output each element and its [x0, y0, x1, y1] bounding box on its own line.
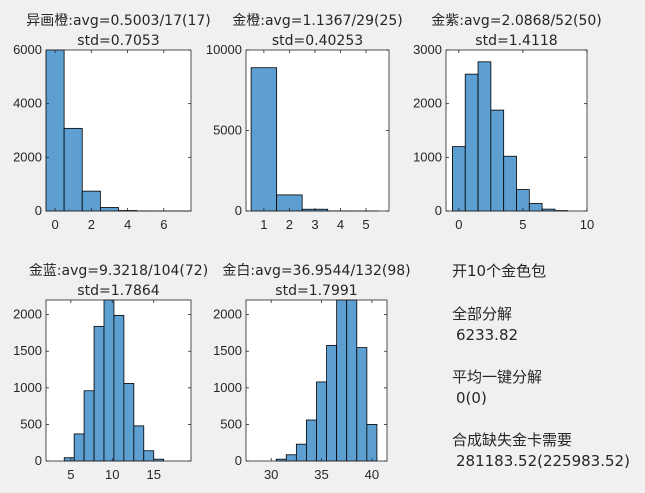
- histogram-bar: [366, 424, 378, 462]
- x-tick-label: 4: [337, 217, 344, 232]
- histogram-bar: [83, 390, 95, 462]
- histogram-bar: [103, 299, 115, 462]
- chart-title: 金白:avg=36.9544/132(98): [222, 263, 410, 279]
- chart-title: 异画橙:avg=0.5003/17(17): [26, 13, 210, 29]
- chart-subtitle: std=1.7864: [77, 283, 159, 299]
- histogram-bar: [503, 155, 517, 212]
- y-tick-label: 6000: [13, 42, 42, 57]
- y-tick-label: 10000: [206, 42, 242, 57]
- y-tick-label: 0: [35, 203, 42, 218]
- chart-subtitle: std=1.7991: [275, 283, 357, 299]
- histogram-bar: [113, 314, 125, 462]
- x-tick-label: 2: [88, 217, 95, 232]
- y-tick-label: 1000: [213, 380, 242, 395]
- histogram-bar: [123, 383, 135, 462]
- x-tick-label: 35: [314, 467, 328, 482]
- y-tick-label: 2000: [413, 96, 442, 111]
- missing-gold-card-value: 281183.52(225983.52): [456, 452, 630, 470]
- avg-oneclick-decompose-label: 平均一键分解: [452, 368, 543, 386]
- avg-oneclick-decompose-value: 0(0): [456, 389, 487, 407]
- histogram-bar: [63, 127, 83, 212]
- y-tick-label: 500: [20, 416, 42, 431]
- histogram-bar: [326, 344, 338, 462]
- axes-frame: [45, 49, 192, 212]
- x-tick-label: 3: [311, 217, 318, 232]
- chart-title: 金紫:avg=2.0868/52(50): [431, 13, 601, 29]
- y-tick-label: 1500: [213, 343, 242, 358]
- histogram-bar: [346, 299, 358, 462]
- x-tick-label: 0: [51, 217, 58, 232]
- y-tick-label: 0: [35, 453, 42, 468]
- pack-count-label: 开10个金色包: [452, 262, 547, 280]
- histogram-bar: [306, 419, 317, 462]
- histogram-bar: [133, 425, 145, 462]
- x-tick-label: 2: [286, 217, 293, 232]
- x-tick-label: 10: [105, 467, 119, 482]
- histogram-bar: [93, 325, 105, 462]
- histogram-bar: [143, 450, 155, 462]
- histogram-bar: [477, 61, 492, 212]
- histogram-bar: [356, 347, 368, 462]
- total-decompose-label: 全部分解: [452, 305, 513, 323]
- x-tick-label: 5: [519, 217, 526, 232]
- histogram-bar: [285, 454, 297, 462]
- x-tick-label: 10: [580, 217, 594, 232]
- histogram-bar: [336, 299, 348, 462]
- histogram-bar: [63, 457, 75, 462]
- y-tick-label: 1000: [13, 380, 42, 395]
- x-tick-label: 30: [264, 467, 278, 482]
- histogram-bar: [464, 73, 479, 212]
- histogram-bar: [516, 189, 530, 212]
- histogram-panel-3: 0 5 10 0 1000 2000 3000 金紫:avg=2.0868/52(50) std…: [413, 13, 602, 232]
- x-tick-label: 1: [260, 217, 267, 232]
- axes-frame: [245, 299, 388, 462]
- chart-title: 金橙:avg=1.1367/29(25): [232, 13, 402, 29]
- histogram-panel-2: 1 2 3 4 5 0 5000 10000 金橙:avg=1.1367/29(25) std=0…: [206, 13, 403, 232]
- x-tick-label: 15: [146, 467, 160, 482]
- total-decompose-value: 6233.82: [456, 326, 519, 344]
- x-tick-label: 4: [124, 217, 131, 232]
- y-tick-label: 2000: [13, 149, 42, 164]
- x-tick-label: 5: [67, 467, 74, 482]
- y-tick-label: 4000: [13, 96, 42, 111]
- histogram-bar: [45, 49, 65, 212]
- y-tick-label: 5000: [213, 123, 242, 138]
- histogram-bar: [295, 443, 307, 462]
- chart-title: 金蓝:avg=9.3218/104(72): [29, 263, 208, 279]
- axes-frame: [45, 299, 192, 462]
- y-tick-label: 2000: [213, 307, 242, 322]
- histogram-bar: [99, 207, 119, 212]
- y-tick-label: 1000: [413, 149, 442, 164]
- missing-gold-card-label: 合成缺失金卡需要: [452, 431, 573, 449]
- histogram-bar: [73, 433, 85, 462]
- y-tick-label: 0: [235, 453, 242, 468]
- chart-subtitle: std=0.40253: [272, 33, 363, 49]
- y-tick-label: 500: [220, 416, 242, 431]
- y-tick-label: 1500: [13, 343, 42, 358]
- y-tick-label: 0: [435, 203, 442, 218]
- histogram-bar: [490, 109, 505, 212]
- y-tick-label: 2000: [13, 307, 42, 322]
- chart-subtitle: std=0.7053: [77, 33, 159, 49]
- x-tick-label: 0: [455, 217, 462, 232]
- histogram-bar: [250, 67, 278, 212]
- histogram-panel-4: 5 10 15 0 500 1000 1500 2000 金蓝:avg=9.3218/104(7…: [13, 263, 208, 482]
- axes-frame: [445, 49, 588, 212]
- y-tick-label: 0: [235, 203, 242, 218]
- histogram-bar: [316, 381, 327, 462]
- histogram-bar: [452, 146, 466, 212]
- x-tick-label: 5: [362, 217, 369, 232]
- x-tick-label: 40: [365, 467, 379, 482]
- histogram-panel-1: 0 2 4 6 0 2000 4000 6000 异画橙:avg=0.5003/17(17) st…: [13, 13, 211, 232]
- chart-subtitle: std=1.4118: [475, 33, 557, 49]
- histogram-bar: [528, 203, 543, 212]
- y-tick-label: 3000: [413, 42, 442, 57]
- histogram-panel-5: 30 35 40 0 500 1000 1500 2000 金白:avg=36.9544/132…: [213, 263, 411, 482]
- x-tick-label: 6: [160, 217, 167, 232]
